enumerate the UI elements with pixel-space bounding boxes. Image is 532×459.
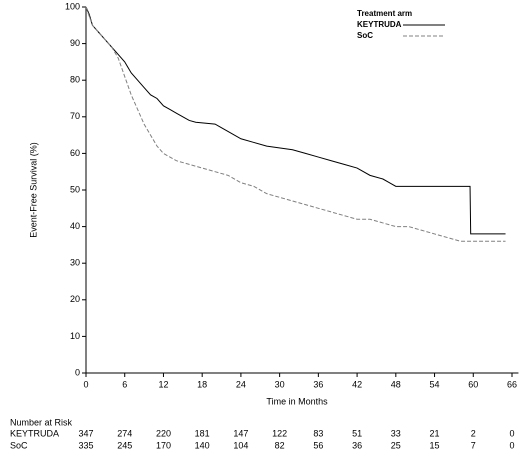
risk-count: 83 [313,428,323,438]
legend-title: Treatment arm [357,9,412,18]
y-tick-label: 90 [70,38,80,48]
risk-count: 51 [352,428,362,438]
risk-count: 82 [275,440,285,450]
risk-row-label: SoC [10,440,28,450]
risk-count: 104 [233,440,248,450]
x-tick-label: 36 [313,379,323,389]
risk-count: 25 [391,440,401,450]
y-tick-label: 10 [70,331,80,341]
x-tick-label: 12 [158,379,168,389]
x-tick-label: 54 [430,379,440,389]
risk-count: 15 [430,440,440,450]
y-tick-label: 0 [75,367,80,377]
risk-count: 181 [195,428,210,438]
risk-count: 33 [391,428,401,438]
y-tick-label: 100 [65,1,80,11]
risk-count: 147 [233,428,248,438]
risk-count: 245 [117,440,132,450]
risk-row-label: KEYTRUDA [10,428,59,438]
y-tick-label: 80 [70,75,80,85]
risk-count: 36 [352,440,362,450]
x-axis-label: Time in Months [266,396,328,406]
legend-label: SoC [357,31,373,40]
risk-count: 122 [272,428,287,438]
risk-count: 170 [156,440,171,450]
survival-curve [85,6,506,242]
x-tick-label: 0 [83,379,88,389]
risk-count: 21 [430,428,440,438]
y-tick-label: 60 [70,148,80,158]
x-tick-label: 60 [468,379,478,389]
y-tick-label: 70 [70,111,80,121]
risk-count: 2 [471,428,476,438]
risk-count: 140 [195,440,210,450]
y-tick-label: 50 [70,184,80,194]
risk-count: 56 [313,440,323,450]
risk-count: 274 [117,428,132,438]
risk-count: 335 [78,440,93,450]
y-axis-label: Event-Free Survival (%) [28,142,38,238]
risk-table-title: Number at Risk [10,417,73,427]
x-tick-label: 6 [122,379,127,389]
x-tick-label: 42 [352,379,362,389]
risk-count: 0 [509,440,514,450]
y-tick-label: 20 [70,294,80,304]
risk-count: 347 [78,428,93,438]
x-tick-label: 66 [507,379,517,389]
risk-count: 220 [156,428,171,438]
x-tick-label: 24 [236,379,246,389]
y-tick-label: 40 [70,221,80,231]
risk-count: 0 [509,428,514,438]
legend-label: KEYTRUDA [357,20,402,29]
survival-curve [85,6,506,235]
y-tick-label: 30 [70,258,80,268]
risk-count: 7 [471,440,476,450]
x-tick-label: 48 [391,379,401,389]
x-tick-label: 18 [197,379,207,389]
x-tick-label: 30 [275,379,285,389]
